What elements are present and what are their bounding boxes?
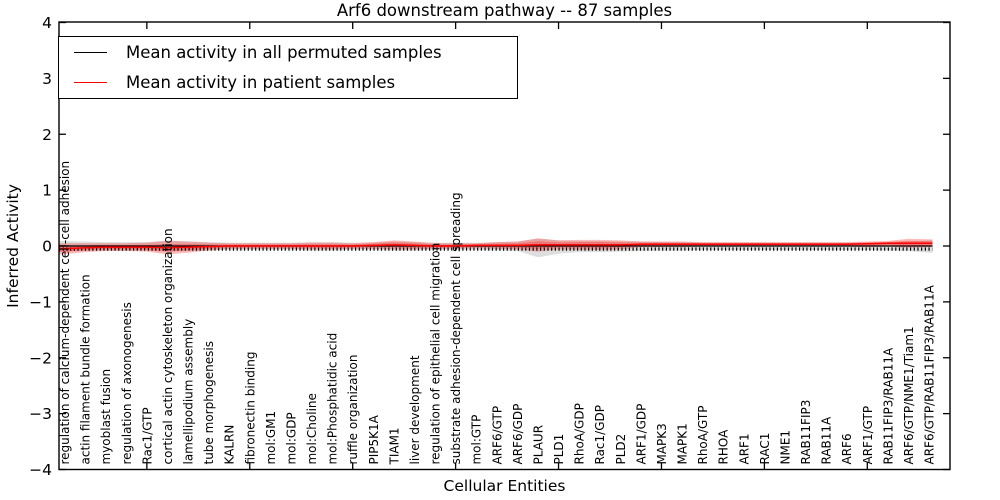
permuted-line-swatch xyxy=(74,51,107,53)
x-tick-label: ARF1 xyxy=(737,433,751,464)
x-tick-label: ruffle organization xyxy=(346,355,360,465)
x-tick-label: ARF6/GTP/RAB11FIP3/RAB11A xyxy=(923,284,937,464)
x-tick-label: RhoA/GTP xyxy=(696,406,710,465)
chart-title: Arf6 downstream pathway -- 87 samples xyxy=(336,1,673,20)
x-tick-label: regulation of epithelial cell migration xyxy=(429,243,443,465)
legend: Mean activity in all permuted samples Me… xyxy=(58,36,518,99)
x-tick-label: regulation of calcium-dependent cell-cel… xyxy=(58,161,72,465)
x-tick-label: ARF6/GTP xyxy=(490,406,504,465)
x-tick-label: MAPK1 xyxy=(676,423,690,464)
y-tick-label: −3 xyxy=(29,405,52,423)
x-tick-label: TIAM1 xyxy=(387,427,401,465)
x-tick-label: NME1 xyxy=(778,430,792,465)
x-tick-label: RHOA xyxy=(717,429,731,465)
x-tick-label: lamellipodium assembly xyxy=(182,319,196,465)
x-tick-label: substrate adhesion-dependent cell spread… xyxy=(449,192,463,464)
x-tick-label: KALRN xyxy=(223,425,237,465)
x-tick-label: mol:Choline xyxy=(305,393,319,464)
y-tick-label: −1 xyxy=(29,293,52,311)
x-tick-label: ARF1/GDP xyxy=(634,404,648,465)
x-tick-label: PLD1 xyxy=(552,434,566,465)
x-tick-label: myoblast fusion xyxy=(99,369,113,465)
x-tick-label: regulation of axonogenesis xyxy=(120,302,134,464)
x-tick-label: RAB11FIP3/RAB11A xyxy=(881,347,895,464)
x-tick-label: ARF1/GTP xyxy=(861,406,875,465)
x-tick-label: PLAUR xyxy=(531,425,545,465)
legend-label-permuted: Mean activity in all permuted samples xyxy=(126,42,442,62)
x-tick-label: ARF6/GTP/NME1/Tiam1 xyxy=(902,326,916,464)
x-tick-label: PIP5K1A xyxy=(367,414,381,464)
x-tick-label: Rac1/GDP xyxy=(593,405,607,464)
x-tick-label: RAC1 xyxy=(758,433,772,465)
x-tick-label: RAB11A xyxy=(820,416,834,465)
x-tick-label: mol:GM1 xyxy=(264,411,278,465)
patient-mean-line xyxy=(59,242,933,250)
x-tick-label: Rac1/GTP xyxy=(140,407,154,464)
x-tick-label: RhoA/GDP xyxy=(573,403,587,464)
x-tick-label: liver development xyxy=(408,355,422,464)
legend-label-patient: Mean activity in patient samples xyxy=(126,73,396,93)
x-tick-label: ARF6 xyxy=(840,433,854,464)
y-tick-label: 2 xyxy=(42,126,52,144)
x-tick-label: RAB11FIP3 xyxy=(799,400,813,465)
legend-item-patient: Mean activity in patient samples xyxy=(59,68,517,98)
y-tick-label: 0 xyxy=(42,238,52,256)
y-tick-label: −4 xyxy=(29,461,52,479)
x-tick-label: mol:GTP xyxy=(470,415,484,465)
x-tick-label: actin filament bundle formation xyxy=(79,274,93,464)
x-tick-label: ARF6/GDP xyxy=(511,404,525,465)
x-tick-label: mol:Phosphatidic acid xyxy=(326,333,340,465)
y-tick-label: 3 xyxy=(42,70,52,88)
x-tick-label: mol:GDP xyxy=(284,412,298,464)
patient-line-swatch xyxy=(74,82,107,84)
x-tick-label: PLD2 xyxy=(614,434,628,465)
x-tick-label: cortical actin cytoskeleton organization xyxy=(161,228,175,464)
x-tick-label: tube morphogenesis xyxy=(202,341,216,464)
x-axis-label: Cellular Entities xyxy=(443,477,566,495)
y-tick-label: 1 xyxy=(42,182,52,200)
y-tick-label: −2 xyxy=(29,349,52,367)
y-tick-label: 4 xyxy=(42,14,52,32)
legend-item-permuted: Mean activity in all permuted samples xyxy=(59,37,517,67)
x-tick-label: MAPK3 xyxy=(655,423,669,464)
x-tick-label: fibronectin binding xyxy=(243,352,257,465)
